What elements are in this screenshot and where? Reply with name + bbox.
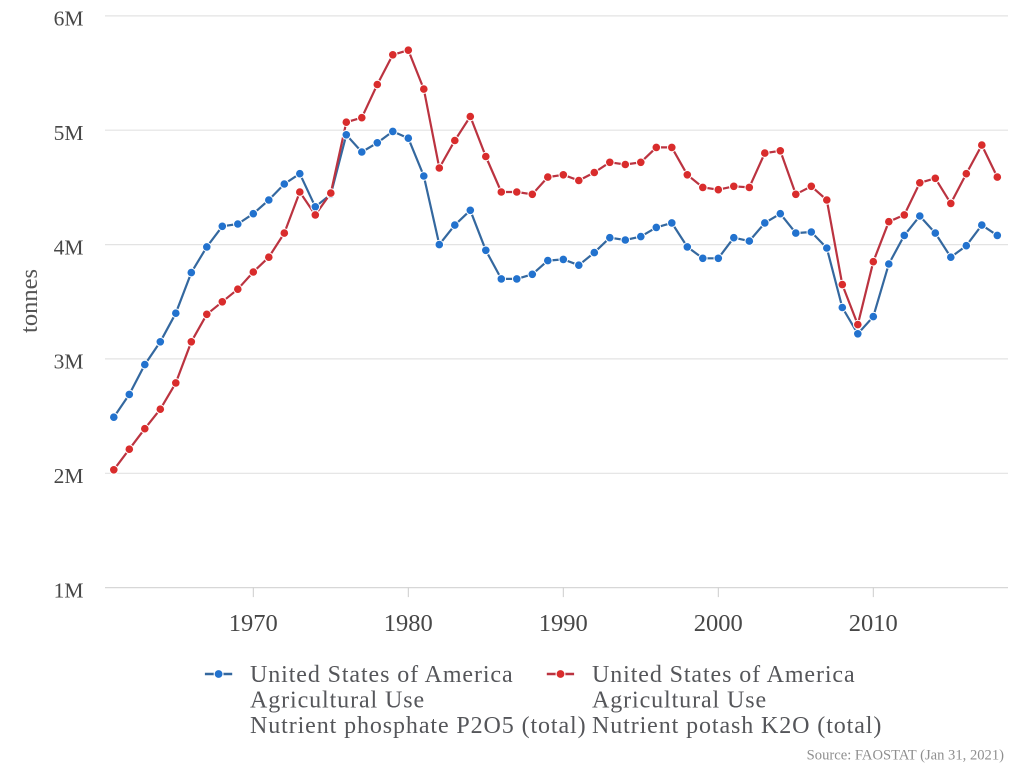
svg-text:2000: 2000 [694,610,743,637]
svg-text:1990: 1990 [539,610,588,637]
svg-text:1980: 1980 [384,610,433,637]
svg-text:4M: 4M [54,235,84,259]
svg-text:Nutrient potash K2O (total): Nutrient potash K2O (total) [592,713,882,739]
svg-text:United States of America: United States of America [592,662,856,688]
svg-text:1970: 1970 [229,610,278,637]
svg-text:Agricultural Use: Agricultural Use [250,688,425,714]
svg-text:Agricultural Use: Agricultural Use [592,688,767,714]
svg-text:United States of America: United States of America [250,662,514,688]
svg-text:Nutrient phosphate P2O5 (total: Nutrient phosphate P2O5 (total) [250,713,587,739]
svg-text:1M: 1M [54,578,84,602]
svg-text:2010: 2010 [849,610,898,637]
svg-text:5M: 5M [54,121,84,145]
svg-text:tonnes: tonnes [16,269,43,333]
svg-text:3M: 3M [54,350,84,374]
svg-text:2M: 2M [54,464,84,488]
svg-text:6M: 6M [54,7,84,31]
svg-text:Source: FAOSTAT (Jan 31, 2021): Source: FAOSTAT (Jan 31, 2021) [807,748,1004,764]
